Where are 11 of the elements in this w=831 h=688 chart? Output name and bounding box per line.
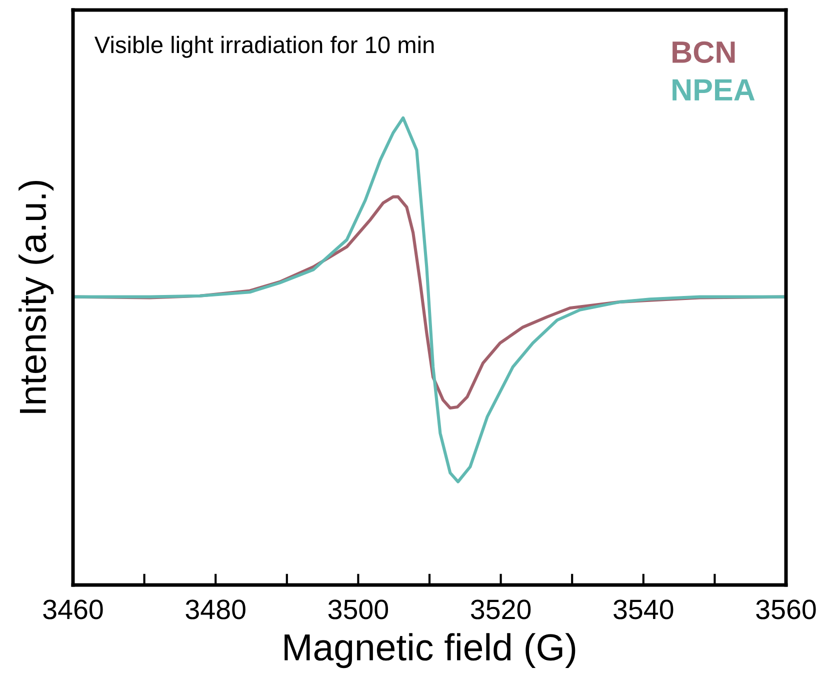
x-tick-label: 3560: [756, 600, 816, 620]
x-tick-label: 3540: [614, 600, 674, 620]
x-axis-title: Magnetic field (G): [284, 633, 576, 668]
x-tick-label: 3460: [43, 600, 103, 620]
text: NPEA: [672, 79, 755, 100]
y-axis-title: Intensity (a.u.): [18, 181, 54, 413]
x-tick-label: 3480: [186, 600, 246, 620]
x-tick-label: 3500: [328, 600, 388, 620]
text: Visible light irradiation for 10 min: [94, 36, 434, 58]
x-tick-label: 3520: [470, 600, 531, 620]
text: BCN: [672, 41, 735, 63]
